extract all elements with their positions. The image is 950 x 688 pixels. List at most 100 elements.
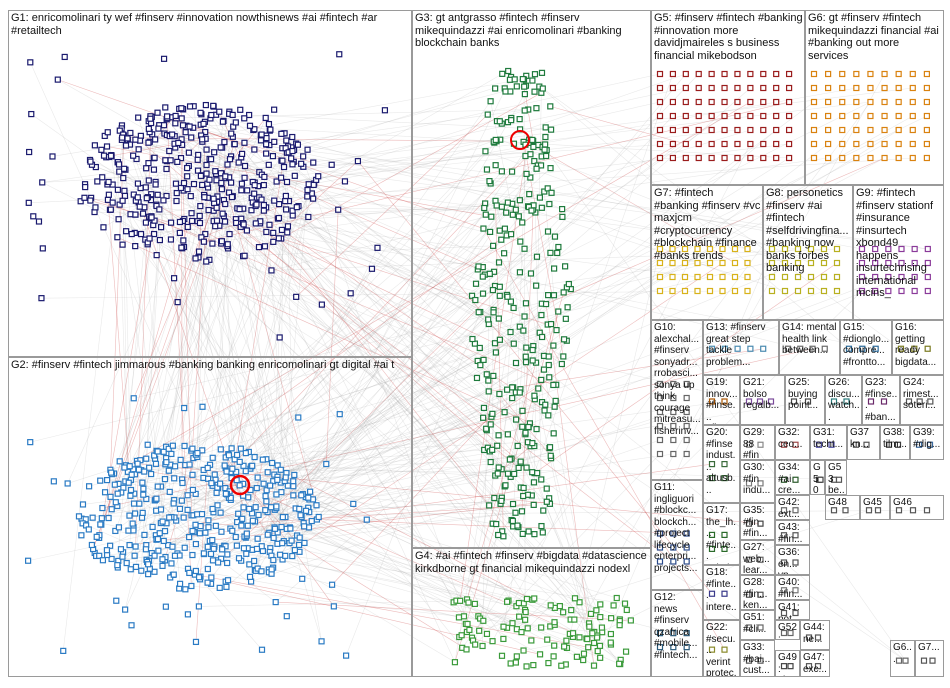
edge (172, 546, 263, 650)
node (263, 487, 270, 494)
node (301, 523, 308, 530)
node (760, 112, 767, 120)
edge (541, 369, 545, 403)
edge (242, 256, 465, 617)
node (222, 200, 229, 208)
edge (239, 208, 598, 636)
node (297, 512, 304, 519)
node (374, 244, 381, 251)
node (185, 149, 192, 156)
node (179, 479, 186, 487)
node (923, 98, 930, 106)
node (839, 70, 846, 78)
node (211, 149, 218, 156)
node (810, 126, 818, 134)
node (278, 130, 285, 137)
node (858, 259, 866, 267)
node (114, 234, 121, 241)
node (756, 398, 764, 405)
node (721, 345, 728, 352)
group-box: G13: #finserv great step tackle problem.… (703, 320, 779, 375)
node (547, 452, 554, 459)
node (839, 140, 846, 148)
edge (454, 307, 514, 663)
node (530, 143, 537, 151)
group-label: G8: personetics #finserv #ai #fintech #s… (766, 187, 849, 274)
node (511, 470, 518, 478)
node (160, 122, 168, 129)
edge (89, 159, 473, 340)
node (721, 154, 728, 162)
node (909, 112, 916, 120)
node (773, 70, 780, 78)
node (451, 659, 459, 666)
node (108, 469, 115, 476)
node (881, 98, 888, 106)
node (757, 556, 764, 563)
node (190, 180, 198, 188)
group-box: G19: innov... #finse... #finte... (703, 375, 740, 425)
node (130, 500, 138, 507)
node (669, 154, 677, 162)
node (527, 270, 535, 277)
node (744, 245, 751, 253)
node (489, 638, 496, 645)
edge (254, 182, 528, 600)
node (189, 486, 196, 494)
node (670, 394, 677, 402)
edge (482, 273, 491, 646)
node (792, 507, 799, 514)
group-label: G22: #secu... verint protec... (706, 622, 737, 677)
group-box: G11: ingliguori #blockc... blockch... #p… (651, 480, 703, 590)
node (773, 126, 780, 134)
node (669, 140, 677, 148)
edge (325, 209, 339, 465)
node (810, 140, 818, 148)
node (721, 126, 728, 134)
edge (299, 323, 490, 538)
node (656, 112, 664, 120)
node (669, 245, 676, 253)
edge (41, 290, 723, 299)
node (745, 398, 753, 405)
node (251, 126, 258, 133)
node (571, 595, 579, 602)
group-label: G43: #fin... (778, 522, 803, 545)
node (229, 465, 236, 472)
edge (175, 161, 294, 184)
node (669, 273, 676, 281)
edge (62, 134, 124, 651)
node (113, 597, 120, 604)
node (872, 287, 879, 295)
group-box: G7: #fintech #banking #finserv #vc maxjc… (651, 185, 763, 320)
node (289, 147, 296, 155)
group-box: G43: #fin... (775, 520, 810, 545)
node (216, 108, 223, 115)
node (607, 639, 614, 646)
node (252, 504, 259, 511)
node (523, 663, 530, 670)
node (318, 301, 325, 308)
node (608, 615, 615, 622)
node (181, 404, 188, 412)
node (127, 566, 134, 573)
edge (155, 458, 511, 478)
node (747, 126, 754, 134)
node (237, 445, 244, 452)
edge (286, 181, 498, 446)
node (318, 638, 325, 645)
node (682, 154, 689, 162)
node (858, 245, 866, 253)
node (695, 126, 702, 134)
node (289, 552, 296, 560)
group-box: G26: discu... watch... (825, 375, 862, 425)
edge (100, 197, 209, 525)
node (669, 112, 677, 120)
node (274, 476, 281, 483)
edge (111, 117, 266, 475)
node (125, 479, 132, 486)
node (499, 70, 506, 77)
node (669, 126, 677, 134)
node (512, 206, 519, 213)
node (205, 475, 212, 482)
